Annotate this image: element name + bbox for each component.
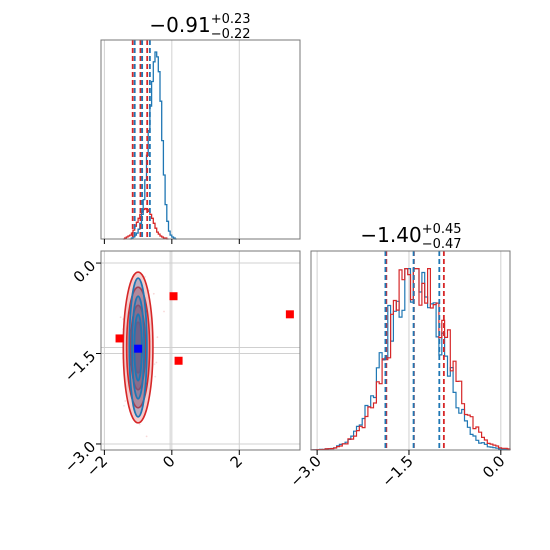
x-marginal-ticks (103, 239, 240, 244)
y-marginal-frame (310, 250, 511, 451)
x-marginal-panel: −0.91+0.23 −0.22 (100, 12, 301, 244)
joint-scatter-point (155, 361, 158, 364)
y-marginal-tick-label: 0.0 (479, 452, 509, 482)
x-marginal-grid (103, 40, 240, 239)
y-marginal-grid (316, 251, 502, 450)
joint-marker-blue (134, 344, 143, 353)
joint-marker-red (115, 334, 124, 343)
x-marginal-title-value: −0.91 (149, 13, 210, 37)
joint-scatter-point (154, 375, 157, 378)
x-marginal-quantile-lines (131, 40, 151, 239)
x-marginal-frame (100, 39, 301, 240)
y-marginal-panel: −3.0 −1.5 0.0 −1.40+0.45 −0.47 (286, 222, 511, 491)
y-marginal-title-minus: −0.47 (422, 237, 462, 252)
x-marginal-title-minus: −0.22 (211, 27, 251, 42)
joint-y-tick-label: −1.5 (61, 347, 99, 385)
x-marginal-histogram-series (122, 207, 169, 240)
joint-grid (101, 251, 300, 450)
y-marginal-ticks: −3.0 −1.5 0.0 (286, 450, 509, 491)
joint-scatter-point (124, 400, 127, 402)
y-marginal-tick-label: −1.5 (378, 452, 416, 490)
joint-marker-red (169, 292, 178, 301)
joint-x-tick-label: 0 (159, 452, 178, 471)
joint-scatter-point (138, 423, 141, 426)
y-marginal-title: −1.40+0.45 −0.47 (360, 222, 461, 252)
joint-scatter-point (163, 310, 165, 313)
joint-panel: −2 0 20.0−1.5−3.0 (61, 250, 301, 481)
x-marginal-histogram-series (129, 51, 177, 240)
x-marginal-title: −0.91+0.23 −0.22 (149, 12, 250, 42)
joint-scatter-point (145, 435, 148, 438)
joint-scatter-point (152, 292, 155, 295)
joint-scatter-point (144, 275, 147, 278)
joint-scatter-point (119, 316, 122, 319)
joint-markers (115, 292, 294, 365)
y-marginal-title-plus: +0.45 (422, 222, 462, 237)
joint-marker-red (174, 356, 183, 365)
joint-scatter-point (153, 363, 156, 365)
x-marginal-title-plus: +0.23 (211, 12, 251, 27)
joint-y-tick-label: 0.0 (70, 257, 100, 287)
joint-scatter-point (156, 336, 159, 339)
joint-scatter-point (123, 404, 125, 407)
y-marginal-histogram-series (310, 268, 511, 451)
joint-marker-red (285, 310, 294, 319)
joint-frame (100, 250, 301, 451)
y-marginal-histograms (310, 268, 511, 451)
y-marginal-tick-label: −3.0 (286, 452, 324, 490)
joint-ticks: −2 0 20.0−1.5−3.0 (61, 257, 246, 481)
joint-x-tick-label: 2 (227, 452, 246, 471)
x-marginal-histograms (122, 51, 177, 240)
y-marginal-quantile-lines (384, 251, 445, 450)
y-marginal-title-value: −1.40 (360, 223, 421, 247)
